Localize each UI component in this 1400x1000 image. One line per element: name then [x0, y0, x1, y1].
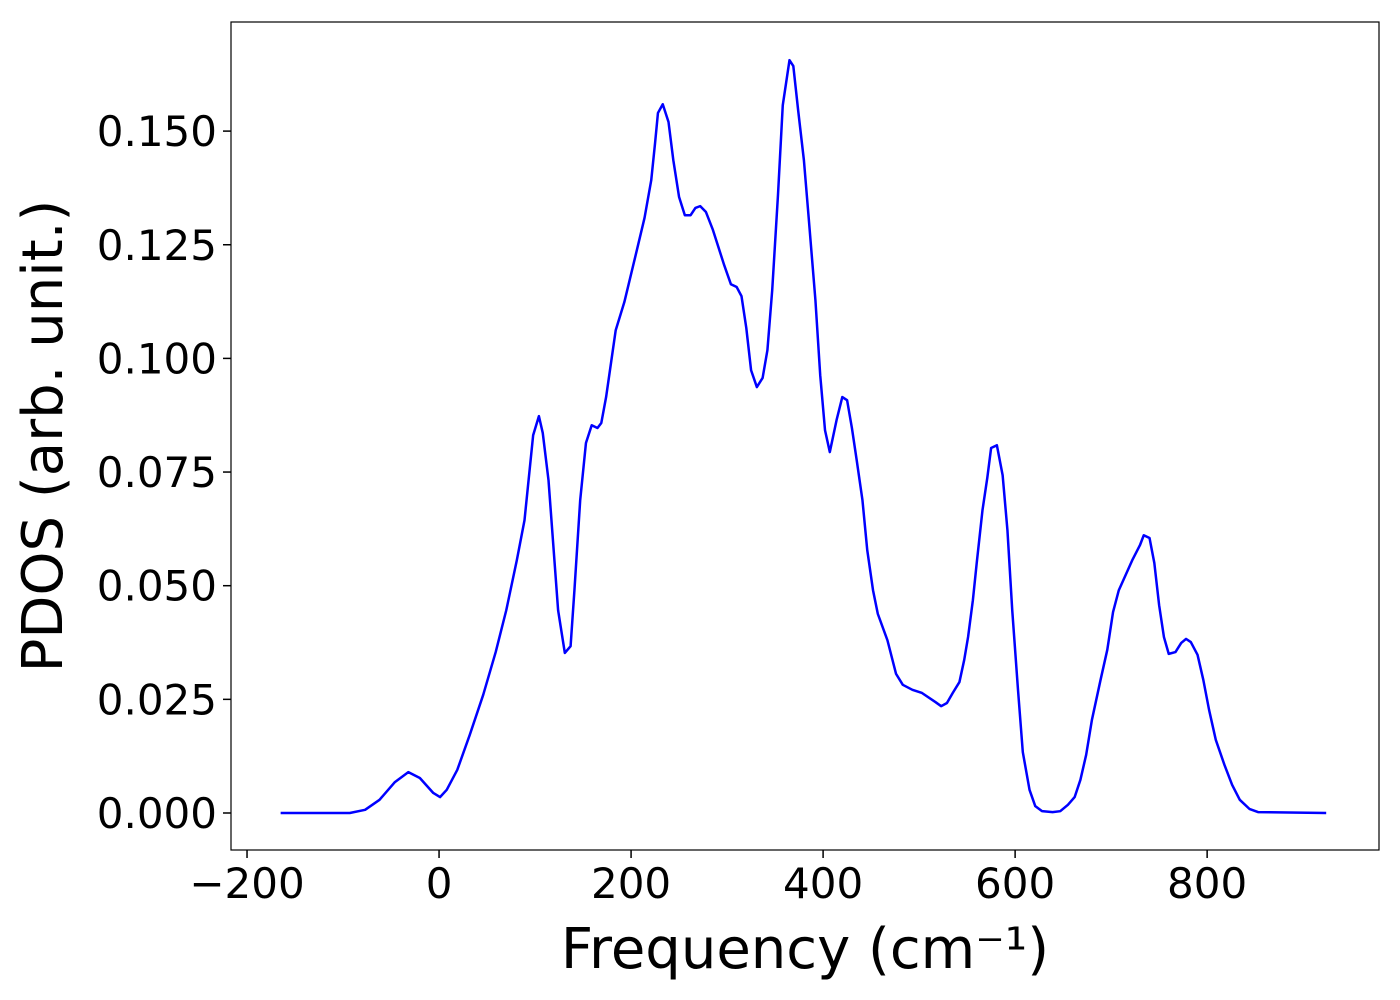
y-tick-label: 0.050 [97, 562, 217, 611]
x-tick-label: 800 [1167, 859, 1247, 908]
x-axis-label: Frequency (cm⁻¹) [561, 917, 1049, 982]
y-tick-label: 0.075 [97, 448, 217, 497]
y-tick-label: 0.000 [97, 789, 217, 838]
x-tick-label: 400 [783, 859, 863, 908]
y-tick-label: 0.150 [97, 107, 217, 156]
y-tick-label: 0.125 [97, 221, 217, 270]
x-tick-label: −200 [189, 859, 304, 908]
x-tick-label: 200 [591, 859, 671, 908]
x-tick-label: 0 [426, 859, 453, 908]
y-axis-label: PDOS (arb. unit.) [11, 200, 76, 673]
plot-frame [230, 21, 1380, 851]
pdos-line [280, 58, 1327, 815]
y-tick-label: 0.025 [97, 675, 217, 724]
x-tick-label: 600 [975, 859, 1055, 908]
y-tick-label: 0.100 [97, 334, 217, 383]
